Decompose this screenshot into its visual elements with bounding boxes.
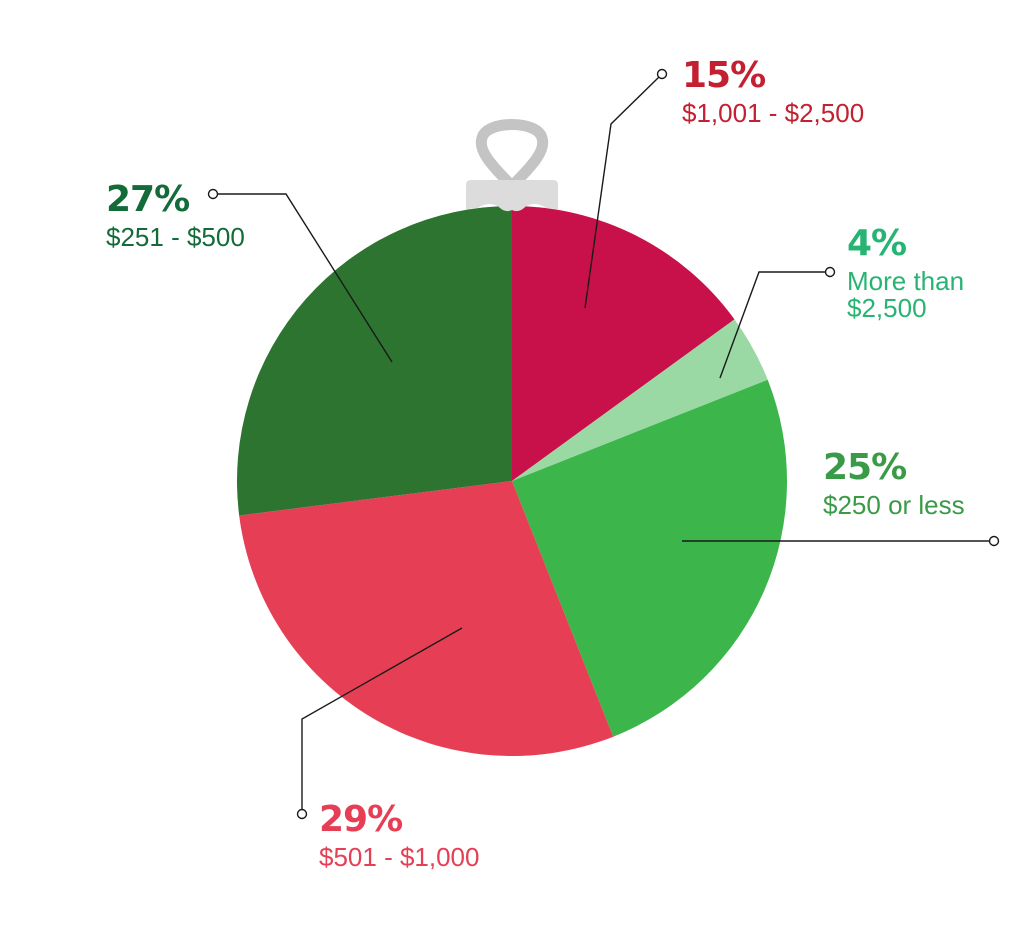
leader-dot-25 [988,535,1000,547]
pie-slice-15 [512,206,735,481]
pie-slice-27 [237,206,513,516]
ornament-loop-icon [475,119,549,192]
leader-line-27 [217,193,393,363]
label-27-range: $251 - $500 [106,222,245,252]
label-4-range-line1: More than [847,266,965,296]
label-4-range-line2: $2,500 [847,293,927,324]
label-15-range: $1,001 - $2,500 [682,98,865,128]
leader-dot-29 [296,808,308,820]
label-29-range: $501 - $1,000 [319,842,480,872]
pie-slice-25 [512,379,787,737]
leader-dot-15 [656,68,668,80]
label-27-percent: 27% [106,179,190,220]
label-4-percent: 4% [847,223,907,264]
leader-line-4 [719,271,826,379]
label-25-range: $250 or less [823,490,965,520]
leader-lines [207,68,1000,820]
label-15: 15% $1,001 - $2,500 [682,58,864,127]
pie-slices [237,206,787,756]
ornament-cap-icon [466,180,558,212]
pie-slice-4 [512,319,768,481]
leader-line-15 [584,76,660,309]
label-25: 25% $250 or less [823,450,965,519]
label-29-percent: 29% [319,799,403,840]
label-27: 27% $251 - $500 [106,182,245,251]
label-15-percent: 15% [682,55,766,96]
leader-line-29 [301,627,463,810]
leader-dot-27 [207,188,219,200]
label-4: 4% More than $2,500 [847,226,964,323]
label-29: 29% $501 - $1,000 [319,802,479,871]
pie-slice-29 [239,481,614,756]
label-25-percent: 25% [823,447,907,488]
leader-dot-4 [824,266,836,278]
